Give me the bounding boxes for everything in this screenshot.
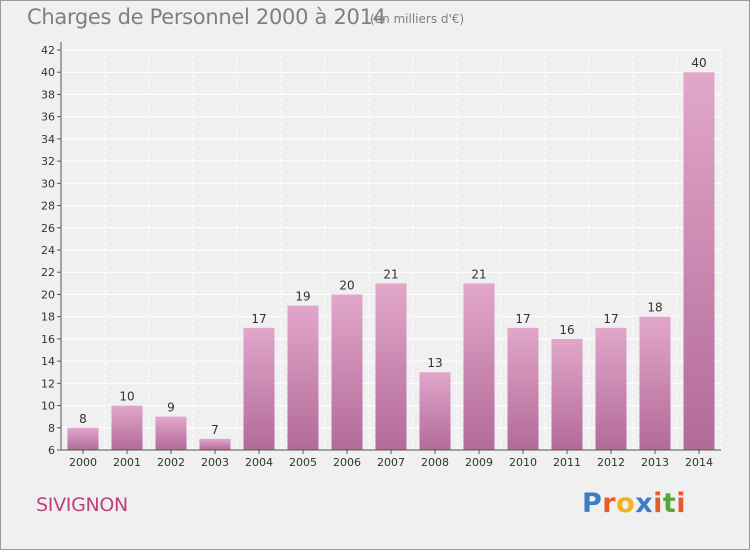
x-tick-label: 2005 (289, 456, 317, 469)
x-tick-label: 2008 (421, 456, 449, 469)
bar-2003 (199, 438, 231, 450)
y-tick-label: 38 (41, 88, 55, 101)
bar-2010 (507, 327, 539, 450)
data-label-2002: 9 (167, 401, 175, 415)
y-tick-label: 26 (41, 222, 55, 235)
y-tick-label: 12 (41, 377, 55, 390)
data-label-2012: 17 (603, 312, 618, 326)
bar-2004 (243, 327, 275, 450)
data-label-2007: 21 (383, 267, 398, 281)
bar-2006 (331, 294, 363, 450)
y-tick-label: 42 (41, 44, 55, 57)
x-tick-label: 2000 (69, 456, 97, 469)
y-tick-label: 16 (41, 333, 55, 346)
bar-2014 (683, 72, 715, 450)
labels: 8 10 9 7 17 19 20 21 13 21 17 16 17 18 40 (79, 56, 706, 437)
x-tick-label: 2014 (685, 456, 713, 469)
x-tick-label: 2003 (201, 456, 229, 469)
x-tick-label: 2012 (597, 456, 625, 469)
data-label-2008: 13 (427, 356, 442, 370)
data-label-2000: 8 (79, 412, 87, 426)
bar-2002 (155, 416, 187, 450)
x-tick-label: 2010 (509, 456, 537, 469)
axes: 6 8 10 12 14 16 18 20 22 24 26 28 30 32 34 36 38 40 42 2000… (41, 42, 721, 469)
logo-letter: x (635, 488, 654, 519)
x-tick-label: 2006 (333, 456, 361, 469)
x-tick-label: 2001 (113, 456, 141, 469)
logo-letter: i (676, 488, 687, 519)
x-tick-label: 2004 (245, 456, 273, 469)
data-label-2010: 17 (515, 312, 530, 326)
bar-2009 (463, 283, 495, 450)
chart-subtitle: (en milliers d'€) (370, 12, 465, 26)
bar-2001 (111, 405, 143, 450)
data-label-2001: 10 (119, 390, 134, 404)
y-tick-label: 10 (41, 400, 55, 413)
y-tick-label: 40 (41, 66, 55, 79)
data-label-2004: 17 (251, 312, 266, 326)
y-tick-label: 6 (48, 444, 55, 457)
data-label-2005: 19 (295, 290, 310, 304)
y-tick-label: 28 (41, 200, 55, 213)
bar-2005 (287, 305, 319, 450)
y-tick-label: 22 (41, 266, 55, 279)
y-tick-label: 32 (41, 155, 55, 168)
logo-letter: P (582, 488, 603, 519)
data-label-2003: 7 (211, 423, 219, 437)
bar-2008 (419, 372, 451, 450)
logo-letter: o (616, 488, 636, 519)
bar-2013 (639, 316, 671, 450)
data-label-2006: 20 (339, 278, 354, 292)
logo-letter: i (653, 488, 663, 519)
x-tick-label: 2009 (465, 456, 493, 469)
data-label-2014: 40 (691, 56, 706, 70)
y-tick-label: 34 (41, 133, 55, 146)
bar-2012 (595, 327, 627, 450)
data-label-2009: 21 (471, 267, 486, 281)
bar-2000 (67, 427, 99, 450)
commune-name: SIVIGNON (36, 494, 128, 516)
bar-2011 (551, 338, 583, 450)
logo-letter: t (662, 488, 677, 519)
x-tick-label: 2013 (641, 456, 669, 469)
data-label-2011: 16 (559, 323, 574, 337)
y-tick-label: 20 (41, 288, 55, 301)
logo-letter: r (602, 488, 617, 519)
data-label-2013: 18 (647, 301, 662, 315)
y-tick-label: 14 (41, 355, 55, 368)
x-tick-label: 2007 (377, 456, 405, 469)
bar-2007 (375, 283, 407, 450)
bars (67, 72, 715, 450)
x-tick-label: 2011 (553, 456, 581, 469)
y-tick-label: 8 (48, 422, 55, 435)
x-tick-label: 2002 (157, 456, 185, 469)
chart-title: Charges de Personnel 2000 à 2014 (27, 5, 386, 29)
y-tick-label: 36 (41, 111, 55, 124)
y-tick-label: 30 (41, 177, 55, 190)
proxiti-logo: Proxiti (582, 488, 686, 519)
y-tick-label: 24 (41, 244, 55, 257)
y-tick-label: 18 (41, 311, 55, 324)
